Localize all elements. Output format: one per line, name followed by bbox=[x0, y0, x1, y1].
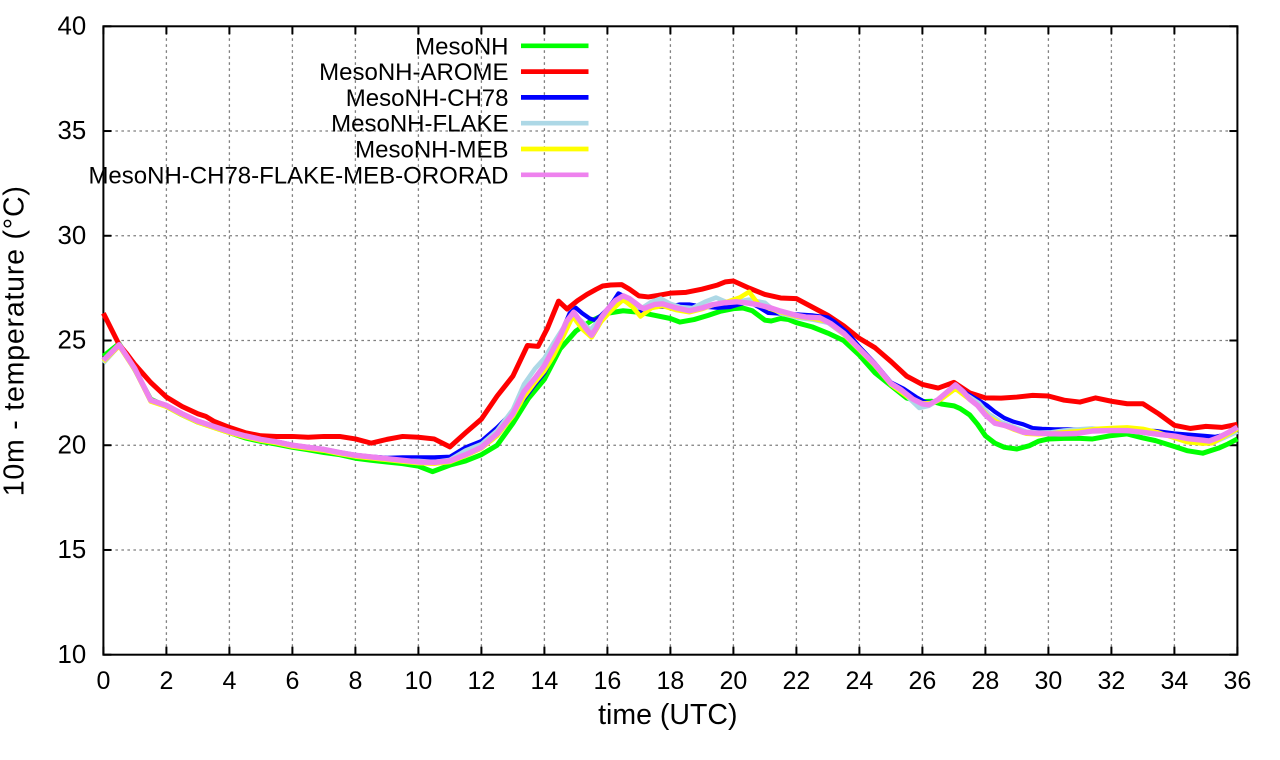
svg-text:28: 28 bbox=[971, 667, 999, 695]
svg-text:MesoNH-FLAKE: MesoNH-FLAKE bbox=[331, 111, 508, 138]
svg-text:MesoNH-CH78-FLAKE-MEB-ORORAD: MesoNH-CH78-FLAKE-MEB-ORORAD bbox=[88, 162, 508, 189]
svg-text:4: 4 bbox=[222, 667, 236, 695]
svg-text:40: 40 bbox=[57, 13, 86, 41]
svg-text:35: 35 bbox=[57, 117, 86, 145]
svg-text:2: 2 bbox=[159, 667, 173, 695]
svg-text:30: 30 bbox=[1034, 667, 1062, 695]
svg-text:14: 14 bbox=[530, 667, 558, 695]
svg-text:22: 22 bbox=[782, 667, 810, 695]
svg-text:10m - temperature (°C): 10m - temperature (°C) bbox=[0, 185, 31, 496]
svg-text:24: 24 bbox=[845, 667, 873, 695]
svg-text:MesoNH-MEB: MesoNH-MEB bbox=[355, 137, 508, 164]
svg-text:MesoNH-AROME: MesoNH-AROME bbox=[319, 59, 508, 86]
svg-text:16: 16 bbox=[593, 667, 621, 695]
svg-text:26: 26 bbox=[908, 667, 936, 695]
svg-text:15: 15 bbox=[57, 536, 86, 564]
svg-text:time (UTC): time (UTC) bbox=[598, 699, 737, 731]
svg-text:0: 0 bbox=[96, 667, 110, 695]
svg-text:10: 10 bbox=[404, 667, 432, 695]
svg-text:MesoNH-CH78: MesoNH-CH78 bbox=[346, 85, 509, 112]
svg-text:25: 25 bbox=[57, 327, 86, 355]
svg-text:34: 34 bbox=[1160, 667, 1188, 695]
svg-text:36: 36 bbox=[1223, 667, 1251, 695]
svg-text:8: 8 bbox=[348, 667, 362, 695]
svg-text:10: 10 bbox=[57, 641, 86, 669]
svg-text:32: 32 bbox=[1097, 667, 1125, 695]
svg-text:6: 6 bbox=[285, 667, 299, 695]
svg-text:18: 18 bbox=[656, 667, 684, 695]
svg-text:MesoNH: MesoNH bbox=[415, 33, 508, 60]
svg-text:20: 20 bbox=[57, 431, 86, 459]
svg-text:20: 20 bbox=[719, 667, 747, 695]
svg-text:30: 30 bbox=[57, 222, 86, 250]
svg-text:12: 12 bbox=[467, 667, 495, 695]
